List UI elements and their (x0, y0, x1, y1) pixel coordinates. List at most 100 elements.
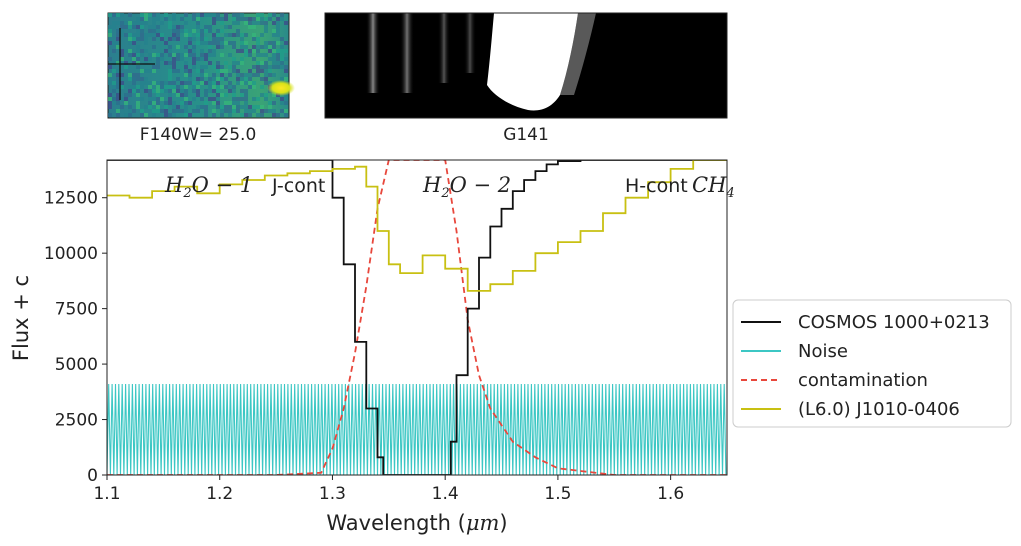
thumbnail-pixel (236, 105, 240, 109)
thumbnail-pixel (260, 65, 264, 69)
thumbnail-pixel (132, 33, 136, 37)
thumbnail-pixel (124, 33, 128, 37)
thumbnail-pixel (176, 89, 180, 93)
thumbnail-pixel (112, 25, 116, 29)
thumbnail-pixel (204, 89, 208, 93)
thumbnail-pixel (184, 105, 188, 109)
thumbnail-pixel (164, 85, 168, 89)
thumbnail-pixel (160, 81, 164, 85)
thumbnail-pixel (188, 81, 192, 85)
thumbnail-pixel (140, 49, 144, 53)
thumbnail-pixel (112, 97, 116, 101)
thumbnail-pixel (280, 61, 284, 65)
thumbnail-pixel (264, 77, 268, 81)
thumbnail-pixel (192, 109, 196, 113)
thumbnail-pixel (156, 65, 160, 69)
thumbnail-pixel (240, 61, 244, 65)
thumbnail-pixel (216, 93, 220, 97)
x-tick-label: 1.4 (432, 484, 459, 504)
thumbnail-pixel (108, 33, 112, 37)
thumbnail-pixel (116, 85, 120, 89)
thumbnail-pixel (212, 13, 216, 17)
thumbnail-pixel (196, 105, 200, 109)
thumbnail-pixel (176, 45, 180, 49)
series-line-1 (107, 383, 727, 475)
spectrum-2d-trace (487, 13, 578, 111)
thumbnail-pixel (220, 73, 224, 77)
thumbnail-pixel (212, 73, 216, 77)
thumbnail-pixel (116, 13, 120, 17)
thumbnail-pixel (208, 85, 212, 89)
thumbnail-pixel (132, 89, 136, 93)
thumbnail-pixel (204, 113, 208, 117)
thumbnail-pixel (196, 93, 200, 97)
thumbnail-pixel (252, 33, 256, 37)
thumbnail-pixel (268, 65, 272, 69)
thumbnail-pixel (272, 93, 276, 97)
thumbnail-pixel (128, 77, 132, 81)
x-axis-label: Wavelength (μm) (326, 511, 507, 535)
thumbnail-pixel (160, 33, 164, 37)
thumbnail-pixel (220, 69, 224, 73)
thumbnail-pixel (124, 49, 128, 53)
thumbnail-pixel (164, 89, 168, 93)
thumbnail-pixel (124, 65, 128, 69)
thumbnail-pixel (240, 13, 244, 17)
thumbnail-pixel (132, 25, 136, 29)
thumbnail-pixel (152, 25, 156, 29)
thumbnail-pixel (120, 105, 124, 109)
thumbnail-pixel (144, 113, 148, 117)
thumbnail-pixel (220, 41, 224, 45)
thumbnail-pixel (272, 53, 276, 57)
thumbnail-pixel (156, 89, 160, 93)
band-label-j-cont: J-cont (271, 175, 325, 197)
thumbnail-pixel (248, 105, 252, 109)
thumbnail-pixel (168, 37, 172, 41)
thumbnail-pixel (252, 45, 256, 49)
thumbnail-pixel (284, 101, 288, 105)
thumbnail-pixel (264, 73, 268, 77)
thumbnail-pixel (216, 41, 220, 45)
thumbnail-pixel (228, 105, 232, 109)
thumbnail-pixel (232, 105, 236, 109)
thumbnail-pixel (172, 25, 176, 29)
thumbnail-pixel (168, 89, 172, 93)
thumbnail-pixel (236, 21, 240, 25)
thumbnail-pixel (156, 109, 160, 113)
thumbnail-pixel (252, 81, 256, 85)
thumbnail-pixel (240, 81, 244, 85)
thumbnail-pixel (204, 109, 208, 113)
thumbnail-pixel (172, 89, 176, 93)
thumbnail-pixel (152, 33, 156, 37)
thumbnail-pixel (200, 69, 204, 73)
thumbnail-pixel (240, 105, 244, 109)
thumbnail-pixel (128, 105, 132, 109)
thumbnail-pixel (152, 65, 156, 69)
thumbnail-pixel (192, 37, 196, 41)
thumbnail-pixel (152, 37, 156, 41)
thumbnail-pixel (176, 93, 180, 97)
thumbnail-pixel (192, 49, 196, 53)
thumbnail-pixel (164, 109, 168, 113)
thumbnail-pixel (216, 61, 220, 65)
thumbnail-pixel (252, 85, 256, 89)
thumbnail-pixel (164, 49, 168, 53)
thumbnail-pixel (260, 21, 264, 25)
thumbnail-pixel (280, 101, 284, 105)
thumbnail-pixel (232, 61, 236, 65)
thumbnail-pixel (140, 77, 144, 81)
thumbnail-pixel (184, 13, 188, 17)
thumbnail-pixel (132, 21, 136, 25)
thumbnail-pixel (184, 113, 188, 117)
thumbnail-pixel (144, 81, 148, 85)
thumbnail-pixel (232, 69, 236, 73)
thumbnail-pixel (272, 113, 276, 117)
thumbnail-pixel (136, 37, 140, 41)
thumbnail-pixel (232, 109, 236, 113)
thumbnail-pixel (224, 13, 228, 17)
thumbnail-pixel (156, 53, 160, 57)
thumbnail-pixel (240, 33, 244, 37)
thumbnail-pixel (204, 29, 208, 33)
thumbnail-pixel (204, 13, 208, 17)
thumbnail-pixel (160, 21, 164, 25)
